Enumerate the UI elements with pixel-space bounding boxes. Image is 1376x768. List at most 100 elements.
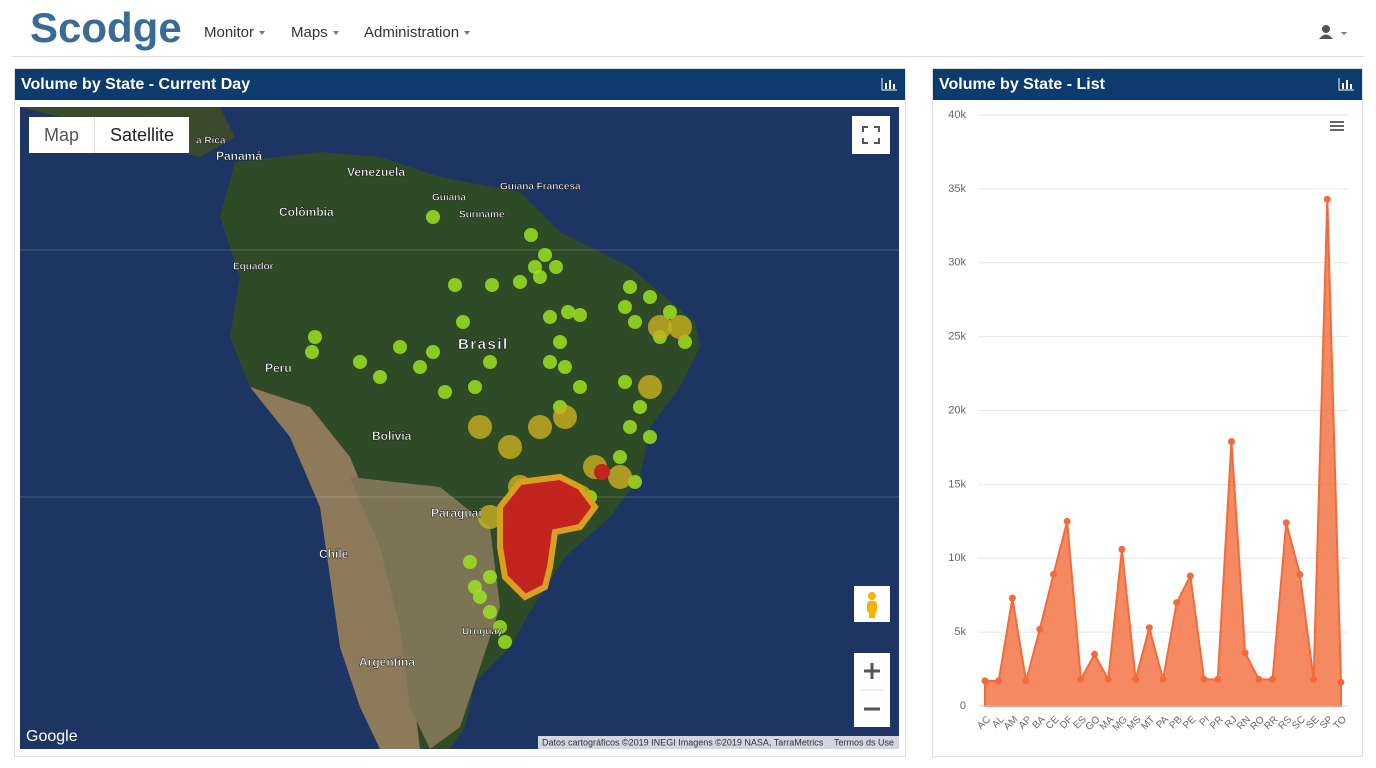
map-label: Paraguai xyxy=(431,506,482,520)
heat-spot xyxy=(533,270,547,284)
map-type-button[interactable]: Map xyxy=(29,117,96,153)
y-tick-label: 30k xyxy=(948,257,966,269)
heat-spot xyxy=(493,620,507,634)
heat-spot xyxy=(553,335,567,349)
heat-spot xyxy=(638,375,662,399)
point xyxy=(1227,438,1235,446)
point xyxy=(1049,571,1057,579)
map[interactable]: Panamá Venezuela Guiana Guiana Francesa … xyxy=(20,107,899,749)
nav-item[interactable]: Administration xyxy=(364,24,470,41)
y-tick-label: 25k xyxy=(948,331,966,343)
point xyxy=(1323,195,1331,203)
map-label: a Rica xyxy=(196,136,226,147)
x-tick-label: PE xyxy=(1181,714,1198,731)
heat-spot xyxy=(618,375,632,389)
point xyxy=(1118,545,1126,553)
point xyxy=(1145,624,1153,632)
map-label: Guiana Francesa xyxy=(500,182,581,193)
point xyxy=(1186,572,1194,580)
x-tick-label: TO xyxy=(1332,714,1350,732)
y-tick-label: 20k xyxy=(948,404,966,416)
heat-spot xyxy=(553,405,577,429)
heat-spot xyxy=(543,310,557,324)
panel-title: Volume by State - List xyxy=(939,76,1105,93)
map-labels: Panamá Venezuela Guiana Guiana Francesa … xyxy=(196,135,581,669)
heat-spot xyxy=(426,345,440,359)
y-tick-label: 40k xyxy=(948,109,966,121)
point xyxy=(1159,675,1167,683)
heat-spot xyxy=(353,355,367,369)
chart-icon[interactable] xyxy=(1338,78,1354,91)
heat-spot xyxy=(573,380,587,394)
heat-spot xyxy=(308,330,322,344)
map-label: Suriname xyxy=(459,210,505,221)
panel-header: Volume by State - Current Day xyxy=(15,69,905,100)
point xyxy=(1310,675,1318,683)
point xyxy=(1214,675,1222,683)
navbar: Scodge Monitor Maps Administration xyxy=(12,0,1364,57)
point xyxy=(1296,571,1304,579)
heat-spot xyxy=(373,370,387,384)
y-tick-label: 10k xyxy=(948,552,966,564)
zoom-controls[interactable] xyxy=(854,653,890,727)
heat-spot xyxy=(528,415,552,439)
heat-spot xyxy=(413,360,427,374)
nav-item[interactable]: Maps xyxy=(291,24,339,41)
heat-spot xyxy=(643,430,657,444)
heat-spot xyxy=(618,300,632,314)
area xyxy=(984,199,1342,707)
nav-item[interactable]: Monitor xyxy=(204,24,265,41)
heat-spot xyxy=(668,315,692,339)
y-tick-label: 5k xyxy=(954,626,966,638)
point xyxy=(1337,678,1345,686)
point xyxy=(1255,675,1263,683)
map-label: Argentina xyxy=(359,655,415,669)
fullscreen-button[interactable] xyxy=(852,116,890,154)
map-view: Panamá Venezuela Guiana Guiana Francesa … xyxy=(20,107,899,749)
heat-spot xyxy=(613,450,627,464)
point xyxy=(1269,675,1277,683)
point xyxy=(1282,519,1290,527)
street-view-button[interactable] xyxy=(854,586,890,622)
heat-spot xyxy=(438,385,452,399)
chart: 05k10k15k20k25k30k35k40kACALAMAPBACEDFES… xyxy=(948,109,1350,733)
map-label: Colômbia xyxy=(279,205,334,219)
heat-spot xyxy=(483,355,497,369)
map-label: Panamá xyxy=(216,149,262,163)
terms-link[interactable]: Termos ds Use xyxy=(834,737,894,747)
heat-core xyxy=(497,473,599,601)
map-label: Uruguay xyxy=(462,627,503,638)
heat-spot xyxy=(498,635,512,649)
heat-spot xyxy=(448,278,462,292)
chart-icon[interactable] xyxy=(881,78,897,91)
map-label: Chile xyxy=(319,547,349,561)
map-label: Brasil xyxy=(458,336,509,353)
user-menu[interactable] xyxy=(1318,24,1354,42)
map-type-button[interactable]: Satellite xyxy=(95,117,190,153)
heat-spot xyxy=(498,435,522,459)
attribution: Datos cartográficos ©2019 INEGI Imagens … xyxy=(542,737,824,747)
heat-spot xyxy=(648,315,672,339)
point xyxy=(1173,599,1181,607)
heatmap xyxy=(305,210,692,649)
heat-spot xyxy=(549,260,563,274)
heat-spot xyxy=(468,380,482,394)
point xyxy=(1132,675,1140,683)
heat-spot xyxy=(561,305,575,319)
heat-spot xyxy=(483,570,497,584)
panel-header: Volume by State - List xyxy=(933,69,1362,100)
heat-spot xyxy=(483,605,497,619)
heat-spot xyxy=(463,555,477,569)
point xyxy=(1077,675,1085,683)
heat-spot xyxy=(558,360,572,374)
heat-spot xyxy=(478,505,502,529)
heat-spot xyxy=(305,345,319,359)
point xyxy=(1104,675,1112,683)
heat-spot xyxy=(393,340,407,354)
map-label: Bolivia xyxy=(372,429,412,443)
brand[interactable]: Scodge xyxy=(30,4,182,51)
chart-menu[interactable] xyxy=(1330,121,1344,131)
heat-spot xyxy=(456,315,470,329)
heat-spot xyxy=(623,420,637,434)
heat-spot xyxy=(628,315,642,329)
